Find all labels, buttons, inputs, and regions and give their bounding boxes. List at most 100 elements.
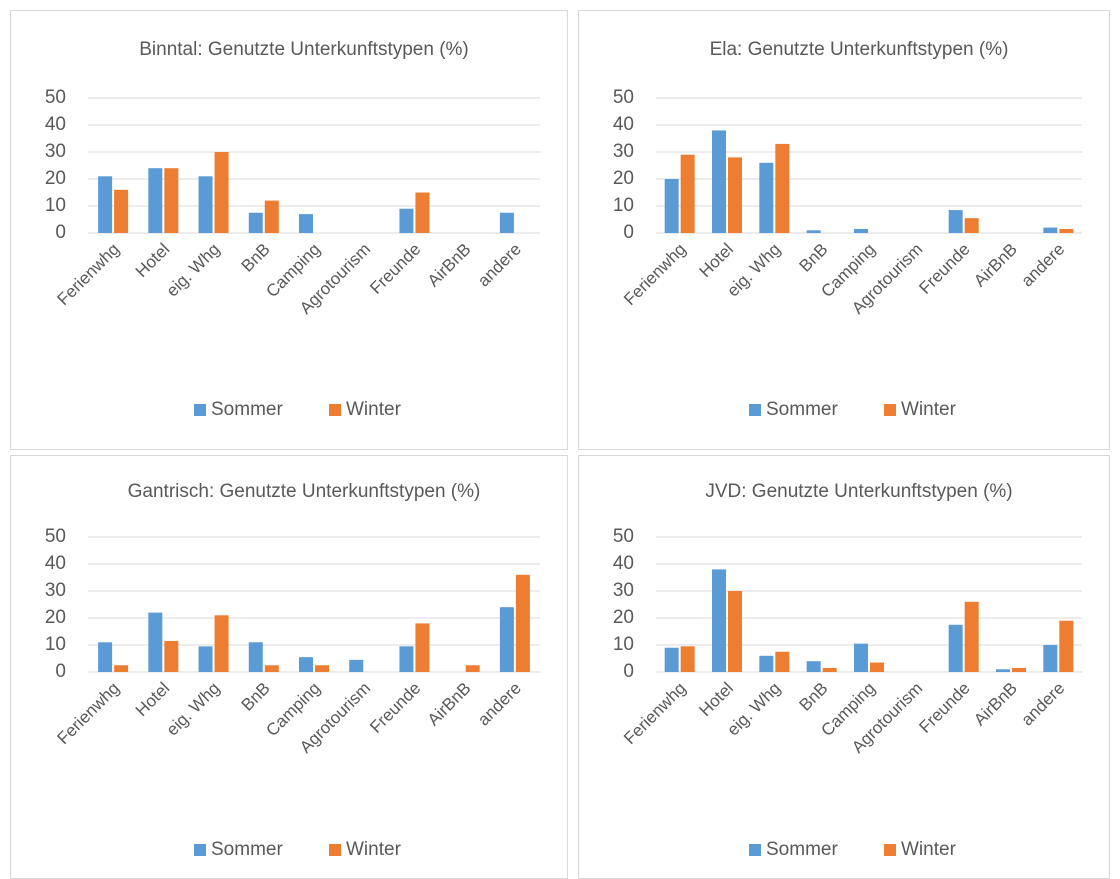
bar bbox=[198, 176, 213, 233]
y-tick-label: 10 bbox=[45, 634, 66, 655]
panel-border bbox=[10, 10, 568, 450]
legend-swatch bbox=[194, 844, 206, 856]
bar bbox=[854, 228, 868, 233]
panel-border bbox=[10, 455, 568, 879]
panel-border bbox=[578, 10, 1110, 450]
bar bbox=[248, 212, 263, 233]
legend-swatch bbox=[329, 844, 341, 856]
bar bbox=[822, 667, 837, 672]
bar bbox=[854, 643, 868, 672]
bar bbox=[114, 189, 129, 233]
bar bbox=[680, 154, 695, 233]
bar bbox=[775, 651, 790, 672]
bar bbox=[712, 130, 726, 233]
bar bbox=[759, 162, 774, 233]
bar bbox=[114, 665, 129, 672]
bar bbox=[198, 646, 213, 672]
bar bbox=[299, 657, 313, 672]
bar bbox=[1043, 645, 1058, 672]
bar bbox=[1012, 667, 1026, 672]
y-tick-label: 40 bbox=[613, 553, 634, 574]
bar bbox=[164, 168, 179, 233]
bar bbox=[712, 569, 726, 672]
bar bbox=[870, 662, 884, 672]
y-tick-label: 30 bbox=[45, 580, 66, 601]
y-tick-label: 20 bbox=[613, 607, 634, 628]
chart-title: Binntal: Genutzte Unterkunftstypen (%) bbox=[139, 39, 469, 60]
legend-swatch bbox=[194, 404, 206, 416]
legend-swatch bbox=[884, 404, 896, 416]
legend-swatch bbox=[749, 844, 761, 856]
y-tick-label: 0 bbox=[55, 661, 66, 682]
bar bbox=[680, 646, 695, 672]
legend-label: Sommer bbox=[766, 399, 838, 420]
bar bbox=[806, 230, 821, 233]
bar bbox=[664, 179, 679, 233]
bar bbox=[806, 661, 821, 672]
legend-label: Sommer bbox=[211, 399, 283, 420]
y-tick-label: 10 bbox=[45, 195, 66, 216]
chart-panel: Ela: Genutzte Unterkunftstypen (%) 0 10 20 3… bbox=[578, 10, 1110, 450]
chart-title: JVD: Genutzte Unterkunftstypen (%) bbox=[705, 481, 1012, 502]
y-tick-label: 10 bbox=[613, 634, 634, 655]
bar bbox=[164, 640, 179, 672]
y-tick-label: 50 bbox=[613, 87, 634, 108]
bar bbox=[465, 665, 480, 672]
y-tick-label: 30 bbox=[613, 141, 634, 162]
bar bbox=[399, 646, 414, 672]
bar bbox=[148, 168, 163, 233]
bar bbox=[664, 647, 679, 672]
bar bbox=[248, 642, 263, 672]
legend-label: Winter bbox=[346, 399, 402, 420]
chart-panel: Gantrisch: Genutzte Unterkunftstypen (%)… bbox=[10, 455, 568, 879]
bar bbox=[728, 157, 742, 233]
bar bbox=[415, 623, 430, 672]
bar bbox=[1043, 227, 1058, 233]
legend-label: Sommer bbox=[211, 839, 283, 860]
bar bbox=[1059, 228, 1074, 233]
bar bbox=[964, 218, 979, 233]
bar bbox=[399, 208, 414, 233]
y-tick-label: 50 bbox=[45, 87, 66, 108]
bar bbox=[499, 607, 514, 672]
y-tick-label: 30 bbox=[613, 580, 634, 601]
bar bbox=[996, 669, 1010, 672]
bar bbox=[148, 612, 163, 672]
legend-label: Winter bbox=[901, 399, 957, 420]
y-tick-label: 40 bbox=[613, 114, 634, 135]
y-tick-label: 0 bbox=[623, 661, 634, 682]
bar bbox=[1059, 620, 1074, 672]
y-tick-label: 0 bbox=[623, 222, 634, 243]
legend-swatch bbox=[329, 404, 341, 416]
bar bbox=[948, 624, 963, 672]
bar bbox=[964, 601, 979, 672]
legend-swatch bbox=[749, 404, 761, 416]
bar bbox=[214, 615, 229, 672]
bar bbox=[98, 642, 113, 672]
bar bbox=[214, 152, 229, 233]
legend-label: Winter bbox=[346, 839, 402, 860]
bar bbox=[264, 665, 279, 672]
bar bbox=[349, 659, 364, 672]
y-tick-label: 40 bbox=[45, 553, 66, 574]
y-tick-label: 50 bbox=[45, 526, 66, 547]
bar bbox=[98, 176, 113, 233]
bar bbox=[759, 655, 774, 672]
bar bbox=[728, 591, 742, 672]
y-tick-label: 20 bbox=[613, 168, 634, 189]
bar bbox=[775, 143, 790, 233]
y-tick-label: 0 bbox=[55, 222, 66, 243]
y-tick-label: 20 bbox=[45, 168, 66, 189]
bar bbox=[515, 574, 530, 672]
chart-panel: Binntal: Genutzte Unterkunftstypen (%) 0 1… bbox=[10, 10, 568, 450]
legend-label: Sommer bbox=[766, 839, 838, 860]
y-tick-label: 40 bbox=[45, 114, 66, 135]
bar bbox=[264, 200, 279, 233]
bar bbox=[415, 192, 430, 233]
bar bbox=[499, 212, 514, 233]
legend-label: Winter bbox=[901, 839, 957, 860]
legend-swatch bbox=[884, 844, 896, 856]
chart-title: Ela: Genutzte Unterkunftstypen (%) bbox=[710, 39, 1009, 60]
y-tick-label: 20 bbox=[45, 607, 66, 628]
